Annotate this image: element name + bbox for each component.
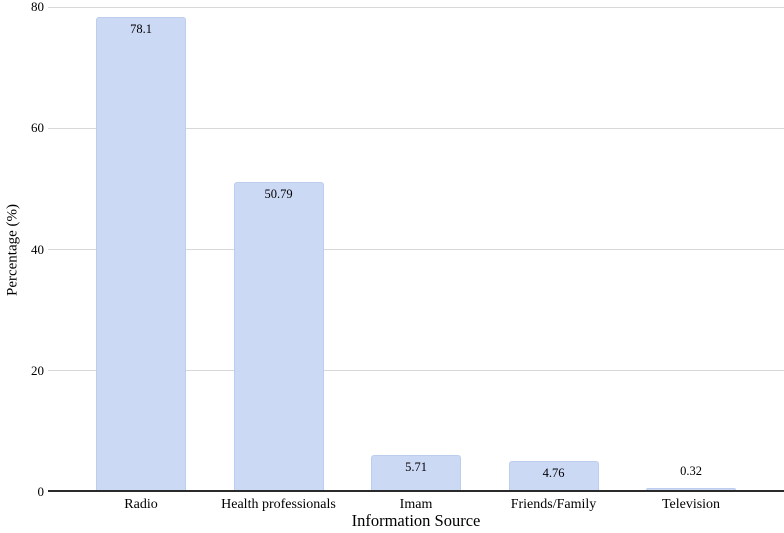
gridline (48, 249, 784, 250)
gridline (48, 6, 784, 8)
y-tick-label: 80 (31, 0, 44, 14)
bar-value-label: 50.79 (264, 187, 293, 202)
x-category-label: Friends/Family (510, 497, 597, 512)
x-axis-title: Information Source (351, 511, 481, 530)
bar (371, 455, 461, 490)
bar-value-label: 5.71 (405, 460, 427, 475)
x-axis-line (48, 490, 784, 492)
bar (646, 488, 736, 490)
y-tick-label: 0 (37, 484, 45, 499)
y-tick-label: 40 (31, 241, 44, 257)
bar-value-label: 0.32 (680, 464, 702, 479)
bar (233, 182, 324, 490)
x-category-label: Radio (124, 497, 158, 512)
gridline (48, 127, 784, 129)
x-category-label: Imam (399, 497, 433, 512)
y-tick-label: 20 (31, 362, 44, 378)
bar-value-label: 4.76 (542, 466, 565, 481)
x-category-label: Television (661, 497, 721, 512)
plot-area: 78.1 50.79 5.71 4.76 0.32 (48, 6, 784, 492)
y-tick-label: 60 (31, 120, 44, 136)
x-category-label: Health professionals (221, 497, 336, 512)
bar (96, 16, 186, 490)
bar-value-label: 78.1 (130, 21, 152, 36)
bar (508, 461, 599, 490)
gridline (48, 370, 784, 372)
